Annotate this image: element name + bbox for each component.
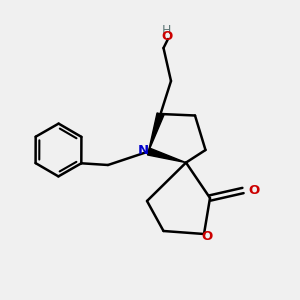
Text: O: O xyxy=(161,29,172,43)
Text: H: H xyxy=(162,24,171,37)
Text: O: O xyxy=(248,184,260,197)
Text: N: N xyxy=(137,143,149,157)
Polygon shape xyxy=(148,113,164,152)
Polygon shape xyxy=(148,148,186,163)
Text: O: O xyxy=(201,230,213,244)
